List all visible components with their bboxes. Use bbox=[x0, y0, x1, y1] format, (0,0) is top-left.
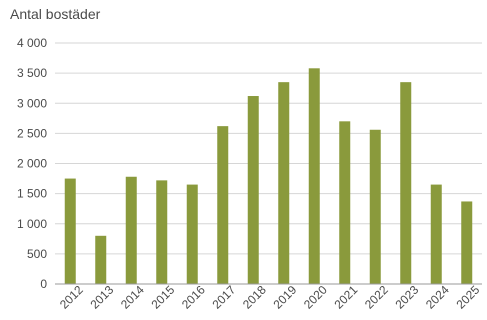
bar-2018 bbox=[247, 96, 259, 285]
x-tick-label: 2022 bbox=[362, 283, 391, 312]
y-tick-label: 0 bbox=[40, 277, 47, 291]
bar-2012 bbox=[64, 178, 76, 284]
gridlines bbox=[55, 42, 482, 255]
bar-2024 bbox=[430, 184, 442, 284]
y-tick-label: 3 000 bbox=[17, 96, 47, 110]
y-axis-title: Antal bostäder bbox=[10, 6, 101, 22]
x-tick-label: 2013 bbox=[88, 283, 117, 312]
y-tick-label: 1 000 bbox=[17, 217, 47, 231]
bar-2023 bbox=[400, 82, 412, 284]
bar-2025 bbox=[461, 201, 473, 284]
bar-2019 bbox=[278, 82, 290, 284]
x-tick-label: 2024 bbox=[423, 283, 452, 312]
y-tick-label: 4 000 bbox=[17, 36, 47, 50]
y-tick-label: 2 000 bbox=[17, 157, 47, 171]
bar-2015 bbox=[156, 180, 168, 284]
bar-2013 bbox=[95, 235, 107, 284]
x-tick-label: 2014 bbox=[118, 283, 147, 312]
x-tick-label: 2019 bbox=[271, 283, 300, 312]
x-tick-label: 2015 bbox=[149, 283, 178, 312]
x-tick-labels: 2012 2013 2014 2015 2016 2017 2018 2019 2020 2021… bbox=[57, 283, 483, 312]
y-tick-label: 2 500 bbox=[17, 126, 47, 140]
x-tick-label: 2025 bbox=[454, 283, 483, 312]
bar-2022 bbox=[369, 129, 381, 284]
y-tick-label: 1 500 bbox=[17, 187, 47, 201]
x-tick-label: 2018 bbox=[240, 283, 269, 312]
bar-2020 bbox=[308, 68, 320, 285]
x-tick-label: 2012 bbox=[57, 283, 86, 312]
bar-2021 bbox=[339, 121, 351, 284]
x-tick-label: 2020 bbox=[301, 283, 330, 312]
x-tick-label: 2021 bbox=[332, 283, 361, 312]
x-tick-label: 2017 bbox=[210, 283, 239, 312]
bar-2017 bbox=[217, 126, 229, 285]
y-tick-labels: 0 500 1 000 1 500 2 000 2 500 3 000 3 500 4 000 bbox=[17, 36, 47, 291]
bar-2014 bbox=[125, 176, 137, 284]
y-tick-label: 500 bbox=[27, 247, 47, 261]
bar-2016 bbox=[186, 184, 198, 284]
bars bbox=[64, 68, 473, 285]
x-tick-label: 2016 bbox=[179, 283, 208, 312]
y-tick-label: 3 500 bbox=[17, 66, 47, 80]
x-tick-label: 2023 bbox=[393, 283, 422, 312]
